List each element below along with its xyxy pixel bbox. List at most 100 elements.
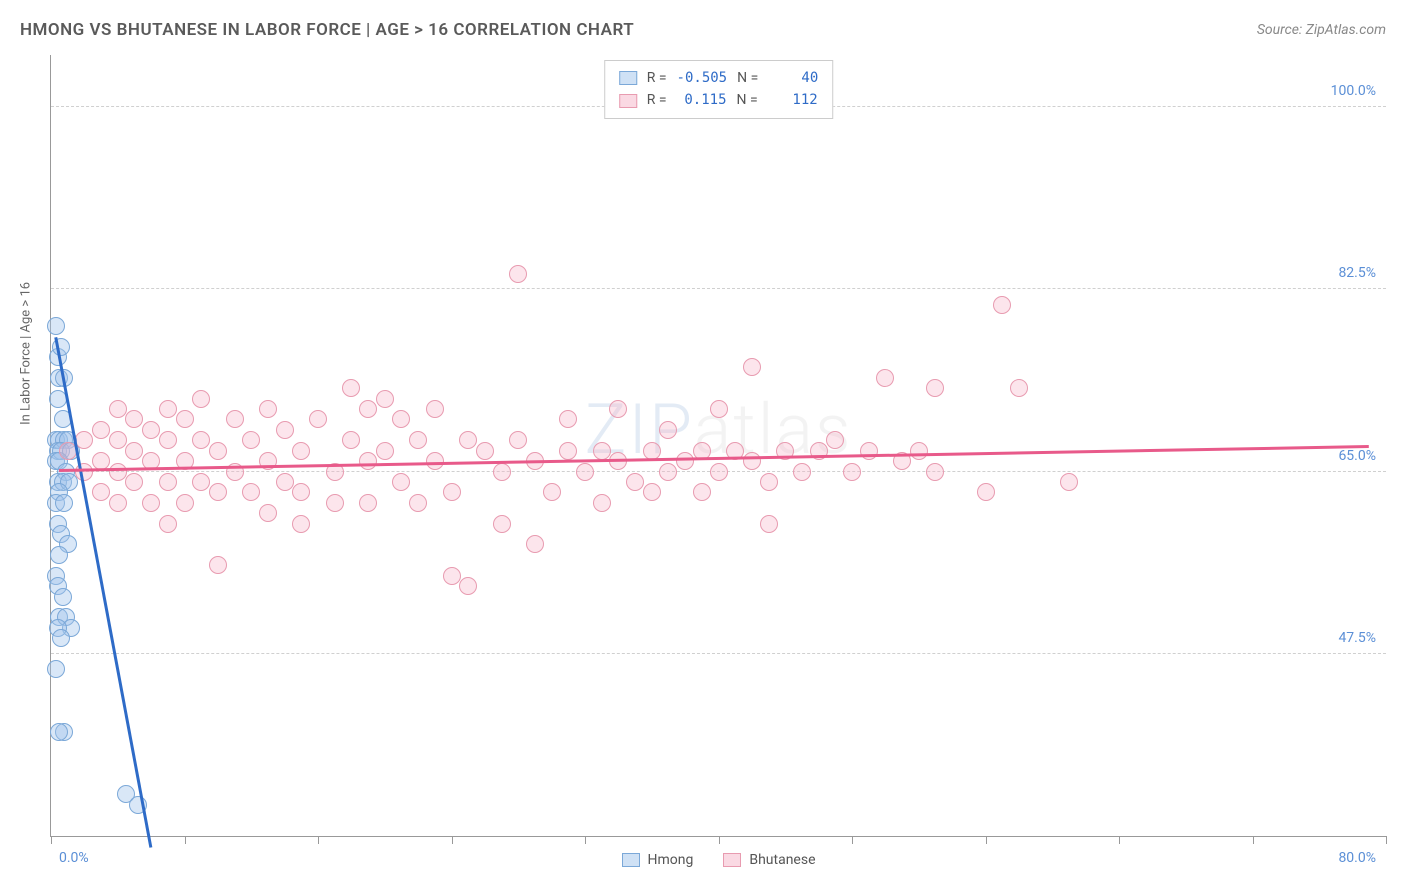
data-point: [659, 421, 677, 439]
data-point: [409, 431, 427, 449]
data-point: [1010, 379, 1028, 397]
data-point: [176, 494, 194, 512]
data-point: [476, 442, 494, 460]
chart-title: HMONG VS BHUTANESE IN LABOR FORCE | AGE …: [20, 20, 634, 40]
gridline: [51, 288, 1386, 289]
data-point: [593, 494, 611, 512]
data-point: [259, 400, 277, 418]
data-point: [75, 431, 93, 449]
data-point: [743, 452, 761, 470]
x-tick: [318, 836, 319, 844]
data-point: [359, 452, 377, 470]
stats-row-series2: R = 0.115 N = 112: [619, 89, 819, 111]
data-point: [159, 515, 177, 533]
legend-label: Bhutanese: [749, 852, 815, 868]
data-point: [359, 494, 377, 512]
data-point: [54, 588, 72, 606]
data-point: [209, 442, 227, 460]
data-point: [292, 515, 310, 533]
data-point: [109, 431, 127, 449]
data-point: [876, 369, 894, 387]
source-attribution: Source: ZipAtlas.com: [1257, 22, 1386, 38]
legend-label: Hmong: [648, 852, 694, 868]
data-point: [342, 379, 360, 397]
data-point: [643, 442, 661, 460]
data-point: [125, 473, 143, 491]
data-point: [159, 473, 177, 491]
data-point: [459, 577, 477, 595]
data-point: [493, 463, 511, 481]
data-point: [609, 400, 627, 418]
swatch-icon: [619, 71, 637, 85]
data-point: [109, 463, 127, 481]
stats-row-series1: R = -0.505 N = 40: [619, 67, 819, 89]
data-point: [977, 483, 995, 501]
n-value: 40: [768, 67, 818, 89]
data-point: [49, 390, 67, 408]
x-tick: [1386, 836, 1387, 844]
data-point: [392, 410, 410, 428]
data-point: [50, 546, 68, 564]
y-tick-label: 82.5%: [1338, 265, 1376, 281]
legend-item-series1: Hmong: [622, 852, 694, 868]
data-point: [926, 379, 944, 397]
data-point: [443, 483, 461, 501]
data-point: [359, 400, 377, 418]
scatter-chart: ZIPatlas In Labor Force | Age > 16 0.0% …: [50, 55, 1386, 837]
data-point: [509, 431, 527, 449]
x-axis-max-label: 80.0%: [1338, 850, 1376, 866]
data-point: [443, 567, 461, 585]
data-point: [226, 410, 244, 428]
data-point: [843, 463, 861, 481]
data-point: [710, 400, 728, 418]
data-point: [47, 660, 65, 678]
data-point: [276, 473, 294, 491]
data-point: [710, 463, 728, 481]
x-axis-min-label: 0.0%: [59, 850, 89, 866]
data-point: [50, 723, 68, 741]
data-point: [509, 265, 527, 283]
data-point: [109, 494, 127, 512]
data-point: [626, 473, 644, 491]
chart-header: HMONG VS BHUTANESE IN LABOR FORCE | AGE …: [0, 0, 1406, 50]
x-tick: [51, 836, 52, 844]
data-point: [643, 483, 661, 501]
data-point: [743, 358, 761, 376]
swatch-icon: [619, 94, 637, 108]
data-point: [926, 463, 944, 481]
r-value: 0.115: [677, 89, 727, 111]
data-point: [1060, 473, 1078, 491]
data-point: [309, 410, 327, 428]
data-point: [259, 504, 277, 522]
x-tick: [986, 836, 987, 844]
n-label: N =: [737, 89, 758, 111]
data-point: [860, 442, 878, 460]
y-axis-title: In Labor Force | Age > 16: [19, 281, 34, 424]
data-point: [793, 463, 811, 481]
swatch-icon: [723, 853, 741, 867]
data-point: [209, 556, 227, 574]
data-point: [55, 494, 73, 512]
data-point: [493, 515, 511, 533]
data-point: [426, 400, 444, 418]
data-point: [292, 442, 310, 460]
data-point: [125, 410, 143, 428]
data-point: [209, 483, 227, 501]
data-point: [276, 421, 294, 439]
data-point: [242, 483, 260, 501]
x-tick: [1119, 836, 1120, 844]
data-point: [92, 483, 110, 501]
data-point: [676, 452, 694, 470]
series-legend: Hmong Bhutanese: [622, 852, 816, 868]
data-point: [409, 494, 427, 512]
data-point: [326, 494, 344, 512]
data-point: [392, 473, 410, 491]
r-value: -0.505: [677, 67, 728, 89]
x-tick: [585, 836, 586, 844]
data-point: [559, 410, 577, 428]
n-label: N =: [737, 67, 758, 89]
y-tick-label: 47.5%: [1338, 630, 1376, 646]
data-point: [826, 431, 844, 449]
data-point: [159, 400, 177, 418]
x-tick: [452, 836, 453, 844]
